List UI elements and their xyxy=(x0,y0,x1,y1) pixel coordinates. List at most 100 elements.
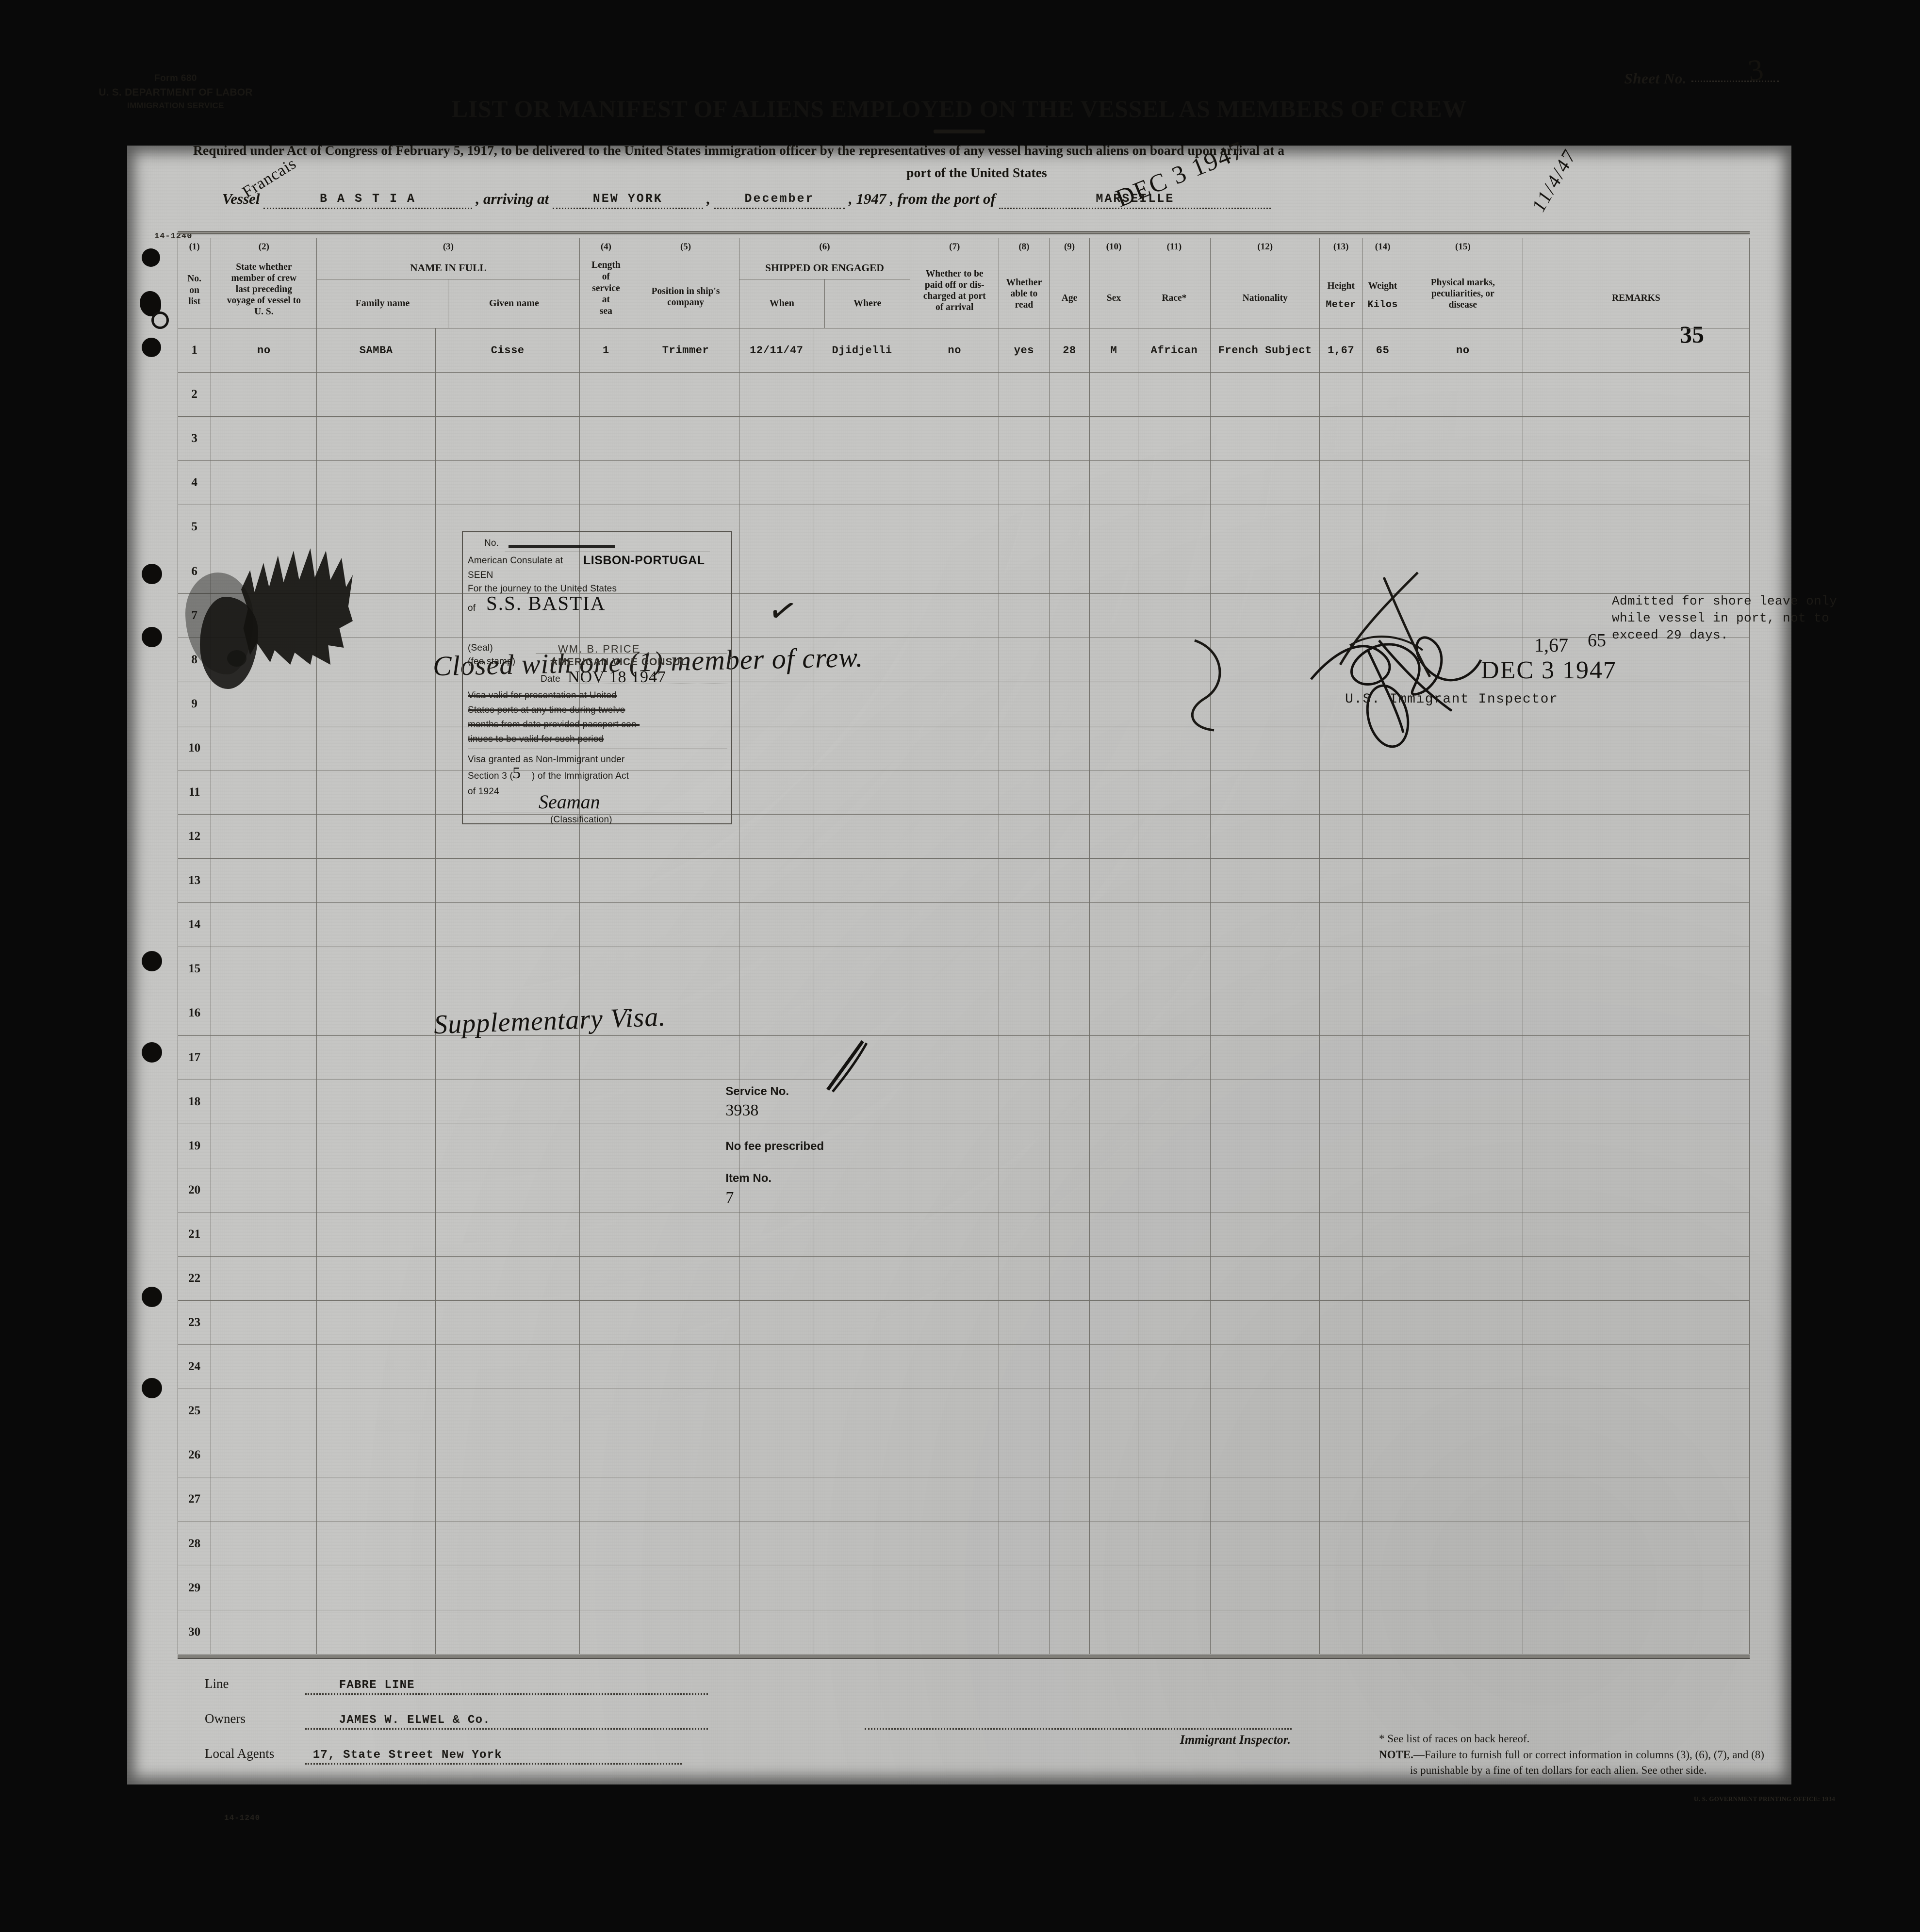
cell-weight xyxy=(1362,372,1403,417)
cell-given-name xyxy=(435,1609,580,1655)
cell-sex xyxy=(1089,1167,1138,1212)
cell-remarks xyxy=(1522,1609,1750,1655)
cell-paid-off xyxy=(910,725,1000,770)
cell-height xyxy=(1319,1212,1363,1257)
cell-age xyxy=(1049,1609,1090,1655)
cell-sex xyxy=(1089,1300,1138,1345)
cell-able-read xyxy=(999,460,1050,506)
cell-shipped-where xyxy=(813,1389,911,1434)
cell-age xyxy=(1049,1344,1090,1390)
cell-given-name xyxy=(435,1035,580,1080)
cell-race xyxy=(1137,593,1211,638)
cell-length-service xyxy=(579,593,633,638)
cell-height xyxy=(1319,1300,1363,1345)
cell-able-read: yes xyxy=(999,327,1050,373)
cell-length-service xyxy=(579,814,633,859)
cell-sex xyxy=(1089,902,1138,948)
col-header-age: (9) Age xyxy=(1049,238,1090,328)
cell-weight xyxy=(1362,505,1403,550)
cell-prev-voyage xyxy=(211,1477,317,1522)
cell-shipped-where xyxy=(813,1344,911,1390)
cell-nationality xyxy=(1210,814,1320,859)
cell-physical-marks xyxy=(1402,681,1523,726)
footer-block: Line FABRE LINE Owners JAMES W. ELWEL & … xyxy=(205,1676,1719,1781)
cell-sex xyxy=(1089,725,1138,770)
cell-physical-marks xyxy=(1402,1123,1523,1168)
cell-able-read xyxy=(999,725,1050,770)
cell-shipped-where xyxy=(813,1035,911,1080)
cell-nationality xyxy=(1210,725,1320,770)
cell-sex xyxy=(1089,1035,1138,1080)
cell-remarks xyxy=(1522,1433,1750,1478)
cell-shipped-where xyxy=(813,460,911,506)
cell-given-name xyxy=(435,1565,580,1610)
cell-given-name xyxy=(435,372,580,417)
table-row: 27 xyxy=(177,1477,1750,1522)
cell-prev-voyage xyxy=(211,1300,317,1345)
cell-weight xyxy=(1362,902,1403,948)
cell-remarks xyxy=(1522,1167,1750,1212)
penalty-note: NOTE.—Failure to furnish full or correct… xyxy=(1379,1747,1835,1779)
cell-sex xyxy=(1089,1079,1138,1124)
cell-position xyxy=(632,1477,739,1522)
col-header-remarks: REMARKS xyxy=(1522,238,1750,328)
row-number-cell: 10 xyxy=(177,725,212,770)
cell-shipped-when xyxy=(738,1477,814,1522)
cell-given-name xyxy=(435,460,580,506)
cell-paid-off xyxy=(910,1477,1000,1522)
row-number-cell: 17 xyxy=(177,1035,212,1080)
table-row: 18 xyxy=(177,1079,1750,1124)
cell-shipped-when xyxy=(738,770,814,815)
cell-shipped-when xyxy=(738,1079,814,1124)
cell-position xyxy=(632,681,739,726)
cell-shipped-where xyxy=(813,1167,911,1212)
cell-prev-voyage: no xyxy=(211,327,317,373)
cell-position xyxy=(632,1212,739,1257)
cell-sex xyxy=(1089,1389,1138,1434)
cell-prev-voyage xyxy=(211,549,317,594)
cell-length-service xyxy=(579,1433,633,1478)
cell-able-read xyxy=(999,1389,1050,1434)
cell-nationality xyxy=(1210,593,1320,638)
cell-remarks xyxy=(1522,991,1750,1036)
statutory-requirement-text: Required under Act of Congress of Februa… xyxy=(193,142,1760,182)
cell-race xyxy=(1137,460,1211,506)
cell-remarks xyxy=(1522,1477,1750,1522)
arrival-month-value: December xyxy=(714,192,845,209)
cell-nationality xyxy=(1210,858,1320,903)
cell-position xyxy=(632,1609,739,1655)
cell-shipped-where xyxy=(813,1609,911,1655)
cell-family-name xyxy=(316,1433,436,1478)
table-row: 2 xyxy=(177,372,1750,417)
cell-shipped-when xyxy=(738,1167,814,1212)
cell-shipped-where xyxy=(813,902,911,948)
cell-remarks xyxy=(1522,1123,1750,1168)
cell-sex xyxy=(1089,372,1138,417)
cell-physical-marks xyxy=(1402,1609,1523,1655)
cell-physical-marks xyxy=(1402,1344,1523,1390)
cell-family-name xyxy=(316,1123,436,1168)
cell-nationality xyxy=(1210,1565,1320,1610)
year-label: , 194 xyxy=(848,190,879,207)
cell-weight xyxy=(1362,858,1403,903)
footer-line-row: Line FABRE LINE xyxy=(205,1676,1719,1695)
cell-family-name xyxy=(316,1609,436,1655)
cell-height xyxy=(1319,593,1363,638)
cell-paid-off xyxy=(910,416,1000,461)
cell-family-name xyxy=(316,902,436,948)
cell-able-read xyxy=(999,1079,1050,1124)
cell-age xyxy=(1049,1477,1090,1522)
cell-remarks xyxy=(1522,814,1750,859)
cell-shipped-when xyxy=(738,372,814,417)
cell-length-service xyxy=(579,902,633,948)
cell-prev-voyage xyxy=(211,1521,317,1566)
cell-given-name: Cisse xyxy=(435,327,580,373)
table-row: 6 xyxy=(177,549,1750,594)
cell-able-read xyxy=(999,1521,1050,1566)
cell-height xyxy=(1319,991,1363,1036)
cell-prev-voyage xyxy=(211,1123,317,1168)
form-number: Form 680 xyxy=(154,73,197,83)
cell-height xyxy=(1319,1167,1363,1212)
cell-nationality xyxy=(1210,416,1320,461)
